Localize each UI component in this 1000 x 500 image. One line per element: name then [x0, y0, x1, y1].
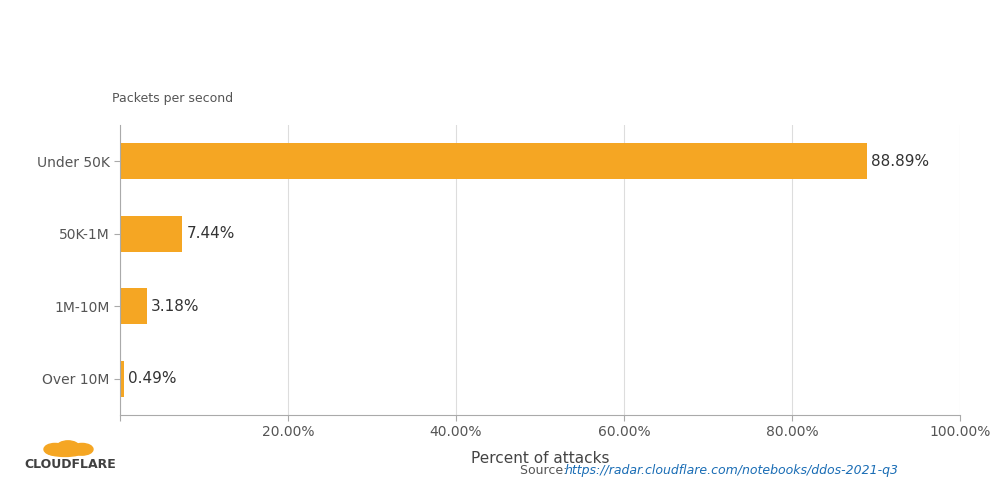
X-axis label: Percent of attacks: Percent of attacks [471, 450, 609, 466]
Text: Source:: Source: [520, 464, 571, 477]
Ellipse shape [44, 444, 66, 455]
Text: 88.89%: 88.89% [871, 154, 929, 169]
Text: 0.49%: 0.49% [128, 371, 177, 386]
Text: 3.18%: 3.18% [151, 298, 199, 314]
Text: https://radar.cloudflare.com/notebooks/ddos-2021-q3: https://radar.cloudflare.com/notebooks/d… [565, 464, 899, 477]
Bar [120, 360, 124, 397]
Bar [120, 216, 182, 252]
Circle shape [905, 40, 995, 48]
Text: Network-layer DDoS attacks: Distribution by packet rate: Network-layer DDoS attacks: Distribution… [30, 36, 829, 60]
Text: 7.44%: 7.44% [187, 226, 235, 242]
Text: CLOUDFLARE: CLOUDFLARE [24, 458, 116, 471]
Bar [120, 143, 867, 180]
Ellipse shape [71, 444, 93, 455]
Ellipse shape [57, 441, 79, 452]
Ellipse shape [47, 448, 83, 456]
Text: Packets per second: Packets per second [112, 92, 233, 104]
Bar [120, 288, 147, 325]
